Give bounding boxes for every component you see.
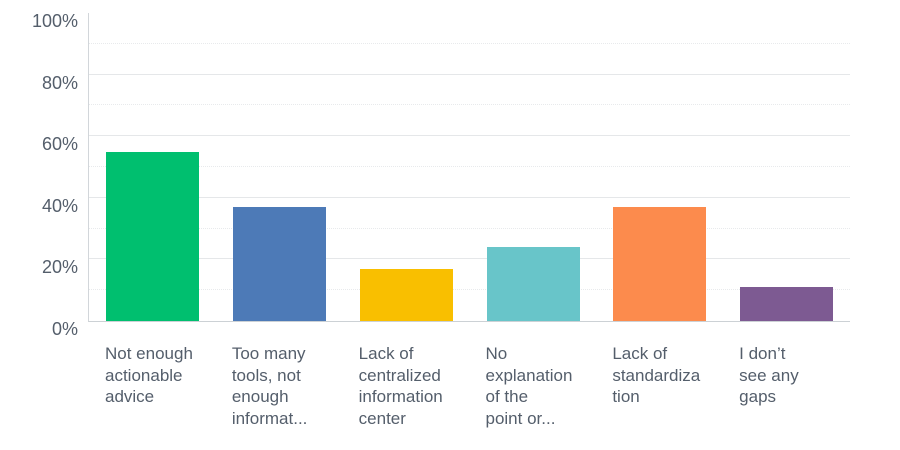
gridline-20 xyxy=(89,258,850,260)
bar-too-many-tools-not-enough-informat[interactable] xyxy=(232,207,326,321)
plot-area xyxy=(88,13,850,322)
x-label-lack-of-standardization: Lack of standardiza tion xyxy=(612,344,701,406)
x-label-not-enough-actionable-advice: Not enough actionable advice xyxy=(105,344,193,406)
y-tick-label-60: 60% xyxy=(41,134,78,155)
gridline-80 xyxy=(89,73,850,75)
gridline-60 xyxy=(89,135,850,137)
gridline-10 xyxy=(89,289,850,291)
x-label-too-many-tools-not-enough-informat: Too many tools, not enough informat... xyxy=(231,344,308,428)
y-tick-label-100: 100% xyxy=(31,11,78,31)
bar-not-enough-actionable-advice[interactable] xyxy=(106,151,199,321)
y-tick-label-20: 20% xyxy=(41,257,78,278)
gridline-50 xyxy=(89,166,850,167)
bar-lack-of-standardization[interactable] xyxy=(613,207,707,321)
gridline-70 xyxy=(89,104,850,106)
gridline-30 xyxy=(89,227,850,229)
gridline-40 xyxy=(89,196,850,198)
x-label-i-don-t-see-any-gaps: I don’t see any gaps xyxy=(739,344,799,406)
bar-no-explanation-of-the-point-or[interactable] xyxy=(486,247,580,321)
y-tick-label-0: 0% xyxy=(51,319,78,339)
y-tick-label-80: 80% xyxy=(41,72,78,93)
x-label-lack-of-centralized-information-center: Lack of centralized information center xyxy=(358,344,443,428)
bar-i-don-t-see-any-gaps[interactable] xyxy=(740,287,834,321)
x-label-no-explanation-of-the-point-or: No explanation of the point or... xyxy=(485,344,573,428)
bar-lack-of-centralized-information-center[interactable] xyxy=(359,268,453,321)
y-tick-label-40: 40% xyxy=(41,195,78,216)
gridline-90 xyxy=(89,42,850,44)
